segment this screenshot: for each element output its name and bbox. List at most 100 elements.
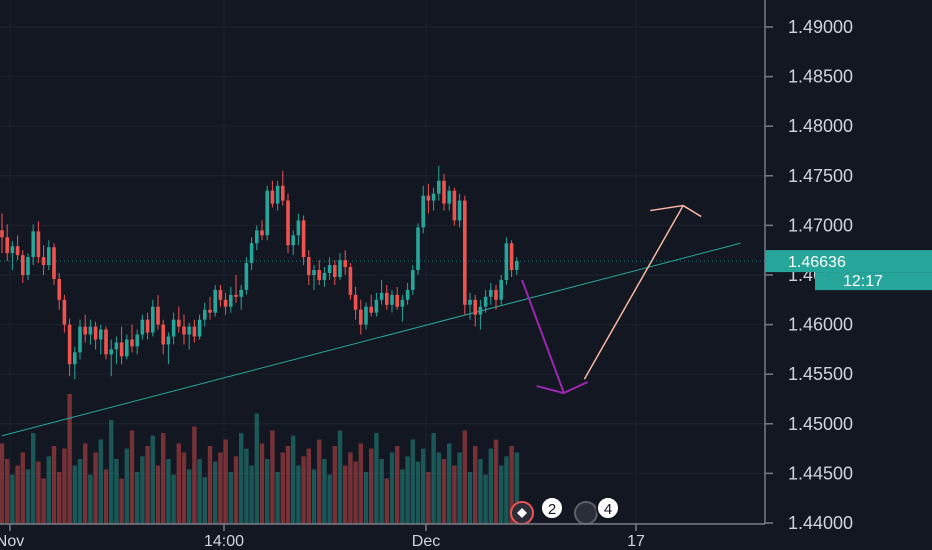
candle-body [151,306,155,333]
candle-body [348,267,353,295]
volume-bar [213,461,218,524]
volume-bar [405,456,410,524]
candle-body [41,257,46,266]
price-tick-label: 1.47000 [788,215,853,235]
volume-bar [244,448,249,524]
volume-bar [499,465,504,524]
volume-bar [171,474,176,524]
volume-bar [249,465,254,524]
time-axis[interactable]: Nov 14:00 Dec 17 [0,524,645,550]
volume-bar [509,446,514,524]
price-axis[interactable]: 1.490001.485001.480001.475001.470001.465… [765,17,853,533]
drawings[interactable] [0,204,765,437]
volume-bar [431,433,436,524]
volume-bar [62,448,67,524]
candle-body [385,292,389,305]
volume-bar [31,433,36,524]
volume-bar [140,456,145,524]
candle-body [5,237,9,254]
countdown-text: 12:17 [843,273,883,290]
candle-body [447,190,451,204]
candle-body [473,299,477,315]
volume-bar [197,459,202,524]
volume-bar [259,443,265,524]
candle-body [411,270,415,290]
event-count-label: 4 [604,501,612,518]
volume-bar [457,452,462,524]
volume-bar [77,459,83,524]
candle-body [182,326,186,335]
candle-body [416,227,420,271]
event-count-bubble [596,496,620,520]
candle-body [125,339,129,357]
candle-body [296,220,301,236]
volume-bar [239,433,244,524]
price-tick-label: 1.48000 [788,116,853,136]
volume-bar [124,448,129,524]
candle-body [499,279,503,300]
volume-bar [493,439,499,524]
volume-bar [488,448,493,524]
down-arrow-shaft [521,279,565,393]
candle-body [468,299,472,305]
candle-body [140,319,145,335]
volume-bar [98,439,103,524]
candle-body [379,292,384,300]
candle-body [421,195,425,228]
candle-body [119,342,124,357]
volume-bar [337,430,343,524]
candle-body [99,329,103,340]
volume-bar [441,459,447,524]
volume-bar [119,478,124,524]
candle-body [88,326,93,335]
candle-body [213,289,217,313]
volume-bar [358,443,363,524]
volume-bar [129,430,135,524]
candle-body [281,185,285,201]
candle-body [457,200,462,221]
volume-bar [514,452,519,524]
volume-bar [306,448,311,524]
candle-body [426,195,431,201]
volume-bar [72,465,77,524]
price-tick-label: 1.44000 [788,513,853,533]
volume-bar [504,456,509,524]
candle-body [239,289,243,297]
volume-bar [348,452,353,524]
volume-bar [317,439,322,524]
candle-body [343,260,347,268]
volume-bar [36,461,41,524]
volume-bar [395,446,400,524]
candle-body [229,294,233,307]
candle-body [504,243,509,280]
volume-bar [41,478,46,524]
candle-body [405,289,410,300]
candle-body [494,289,498,300]
candles[interactable] [0,165,519,380]
price-tick-label: 1.44500 [788,463,853,483]
volume-bar [452,465,457,524]
candle-body [177,319,181,327]
candle-body [114,342,119,350]
countdown-badge [815,272,932,291]
grid [0,0,765,524]
candle-body [452,190,457,221]
candle-body [244,263,249,290]
candle-body [255,230,259,244]
trendline [1,242,741,437]
volume-bar [192,426,197,524]
candle-body [135,334,139,347]
volume-bar [0,443,5,524]
candle-body [93,326,98,340]
time-tick-label: Nov [0,533,24,550]
volume-bar [114,459,119,524]
candle-body [57,278,61,300]
volume-bar [483,474,488,524]
volume-bar [103,469,109,524]
volume-bar [67,394,72,524]
volume-bar [5,459,10,524]
candle-body [369,306,373,313]
